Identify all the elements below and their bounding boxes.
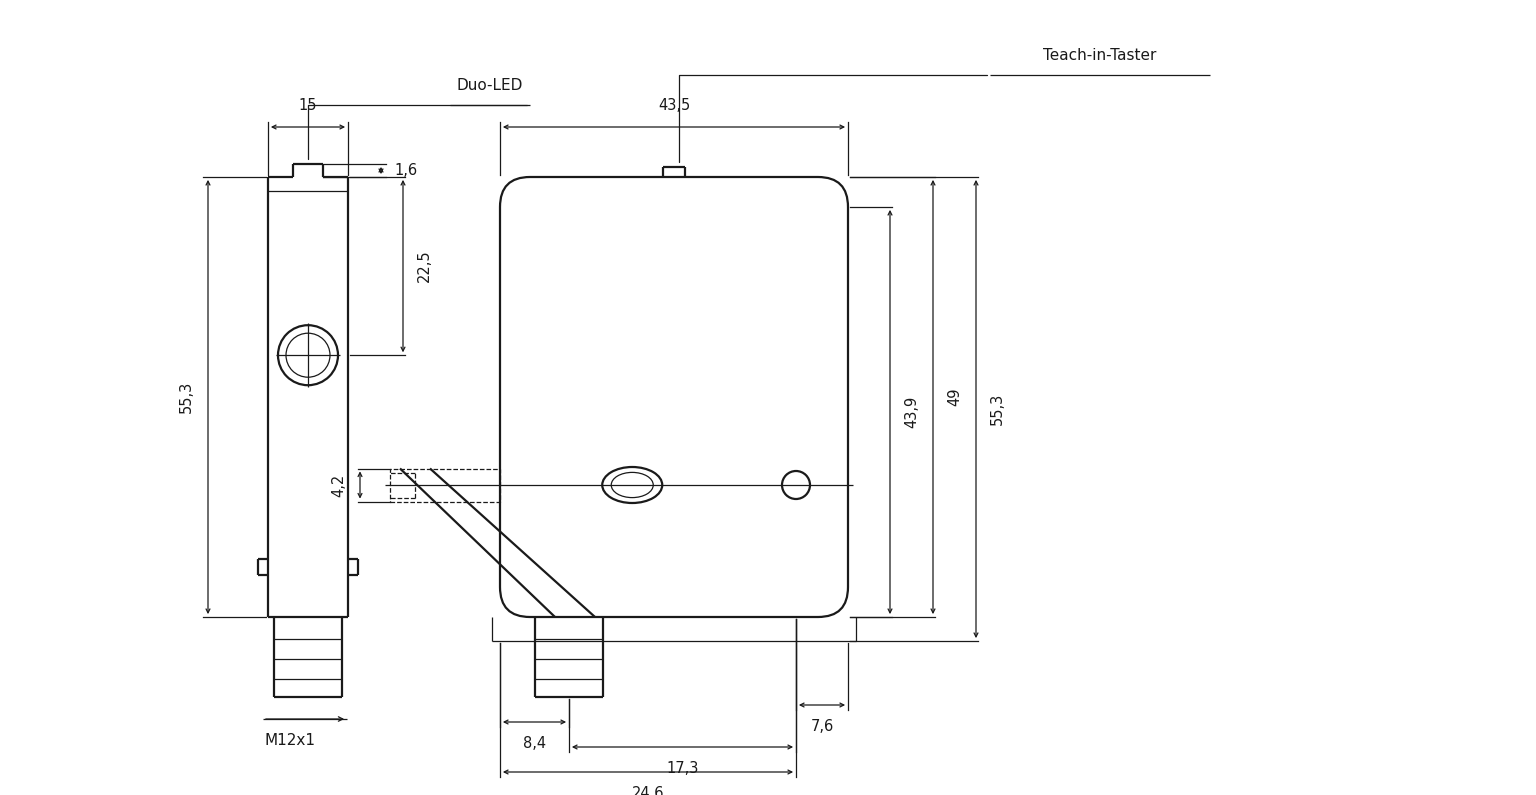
Text: 24,6: 24,6 xyxy=(631,786,664,795)
Text: 22,5: 22,5 xyxy=(416,250,432,282)
Text: 7,6: 7,6 xyxy=(811,719,834,734)
Text: 8,4: 8,4 xyxy=(522,736,547,751)
Text: M12x1: M12x1 xyxy=(266,733,316,748)
Bar xyxy=(390,468,501,502)
Text: 43,5: 43,5 xyxy=(657,98,690,113)
Text: Teach-in-Taster: Teach-in-Taster xyxy=(1043,48,1157,63)
Text: 15: 15 xyxy=(298,98,318,113)
Text: 55,3: 55,3 xyxy=(991,393,1005,425)
Text: 4,2: 4,2 xyxy=(330,473,346,497)
Text: 17,3: 17,3 xyxy=(667,761,699,776)
Text: 49: 49 xyxy=(948,388,962,406)
Text: 43,9: 43,9 xyxy=(905,396,919,429)
Text: 55,3: 55,3 xyxy=(180,381,194,413)
Text: 1,6: 1,6 xyxy=(395,163,418,178)
Text: Duo-LED: Duo-LED xyxy=(456,78,524,93)
